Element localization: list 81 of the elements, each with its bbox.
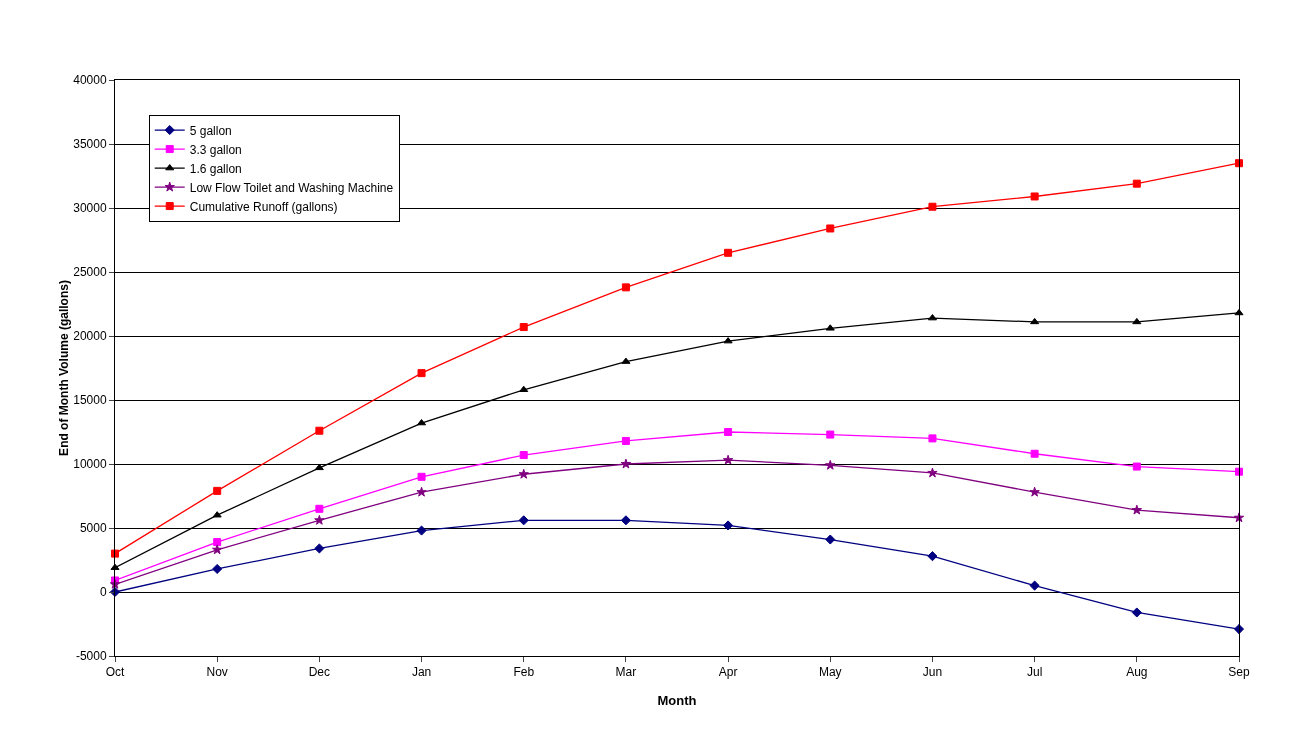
legend-label: 1.6 gallon (189, 161, 242, 176)
point (826, 224, 835, 233)
point (826, 430, 835, 439)
x-tick-label: Nov (206, 665, 228, 680)
point (1132, 317, 1142, 325)
point (518, 468, 529, 479)
point (315, 504, 324, 513)
point (1030, 192, 1039, 201)
point (314, 514, 325, 525)
x-tick-label: Dec (308, 665, 331, 680)
point (109, 578, 121, 589)
y-tick-label: 25000 (73, 265, 107, 280)
x-tick-label: Mar (615, 665, 637, 680)
x-tick-label: Sep (1228, 665, 1250, 680)
point (212, 544, 223, 555)
point (1030, 449, 1039, 458)
y-tick-label: 10000 (73, 457, 107, 472)
x-axis-title: Month (657, 693, 697, 708)
legend-label: 5 gallon (189, 123, 232, 138)
y-tick-label: 5000 (79, 521, 107, 536)
point (825, 534, 836, 545)
legend-label: 3.3 gallon (189, 142, 242, 157)
point (212, 563, 223, 575)
point (621, 436, 630, 445)
point (212, 511, 222, 518)
point (213, 486, 222, 495)
point (315, 426, 324, 435)
y-tick-label: 35000 (73, 137, 107, 152)
point (314, 543, 325, 554)
point (519, 385, 529, 393)
point (1029, 580, 1040, 591)
point (927, 314, 937, 321)
point (1131, 607, 1142, 618)
point (621, 283, 630, 292)
point (518, 515, 529, 526)
point (417, 369, 426, 378)
y-tick-label: 30000 (73, 201, 107, 216)
legend-label: Low Flow Toilet and Washing Machine (189, 180, 394, 195)
point (417, 472, 426, 481)
point (825, 459, 836, 470)
point (723, 520, 734, 531)
point (620, 515, 631, 526)
point (927, 551, 938, 562)
point (723, 337, 733, 344)
y-tick-label: 20000 (73, 329, 107, 344)
y-tick-label: 40000 (73, 73, 107, 88)
x-tick-label: May (818, 665, 842, 680)
point (928, 202, 937, 211)
y-tick-label: -5000 (75, 649, 107, 664)
y-tick-label: 15000 (73, 393, 107, 408)
point (927, 467, 938, 478)
point (621, 357, 631, 364)
point (722, 454, 734, 465)
point (928, 434, 937, 443)
point (620, 458, 632, 469)
x-tick-label: Jul (1026, 665, 1043, 680)
y-axis-title: End of Month Volume (gallons) (57, 280, 72, 456)
point (724, 428, 733, 436)
point (519, 451, 528, 460)
point (416, 525, 427, 536)
point (213, 538, 222, 547)
point (825, 324, 835, 331)
y-tick-label: 0 (99, 585, 107, 600)
x-tick-label: Oct (105, 665, 125, 680)
point (724, 248, 733, 257)
point (1132, 462, 1141, 471)
x-tick-label: Feb (513, 665, 535, 680)
point (1029, 486, 1040, 497)
x-tick-label: Aug (1126, 665, 1148, 680)
point (1132, 179, 1141, 188)
x-tick-label: Apr (718, 665, 738, 680)
point (519, 323, 528, 332)
point (1030, 317, 1040, 325)
legend-label: Cumulative Runoff (gallons) (189, 199, 338, 214)
point (111, 549, 119, 558)
point (416, 486, 427, 497)
x-tick-label: Jan (411, 665, 432, 680)
point (1233, 624, 1245, 635)
point (417, 419, 427, 426)
x-tick-label: Jun (922, 665, 943, 680)
point (1131, 504, 1142, 515)
